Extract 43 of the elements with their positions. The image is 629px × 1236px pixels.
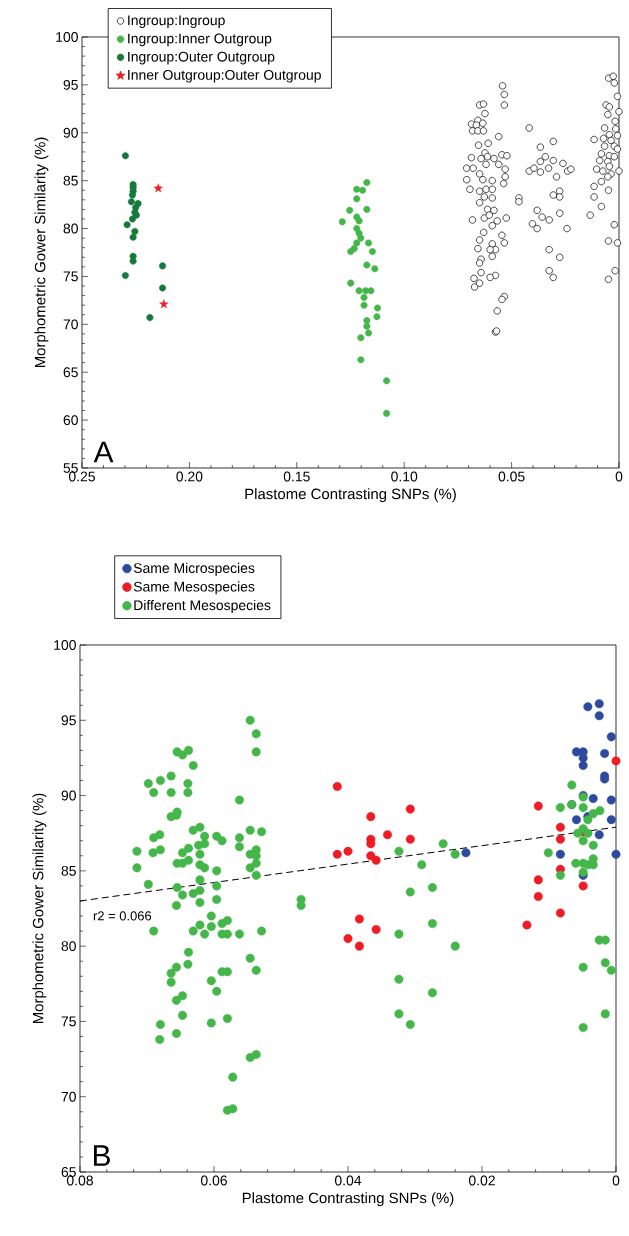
y-tick-label: 80 — [61, 941, 76, 952]
legend-label: Inner Outgroup:Outer Outgroup — [128, 69, 321, 83]
y-tick-label: 55 — [63, 463, 78, 473]
y-tick-label: 75 — [61, 1016, 76, 1027]
x-tick-label: 0.04 — [334, 1175, 362, 1186]
x-tick-label: 0.08 — [66, 1175, 93, 1186]
y-tick-label: 100 — [54, 640, 76, 650]
y-tick-label: 70 — [61, 1091, 76, 1102]
y-axis-title: Morphometric Gower Similarity (%) — [34, 137, 49, 368]
legend-label: Ingroup:Ingroup — [128, 15, 225, 28]
y-tick-label: 85 — [61, 865, 76, 876]
x-tick-label: 0.25 — [68, 471, 95, 482]
legend-label: Ingroup:Outer Outgroup — [128, 51, 275, 65]
x-tick-label: 0.05 — [498, 471, 525, 482]
legend-label: Different Mesospecies — [134, 599, 271, 613]
y-tick-label: 95 — [61, 715, 76, 726]
annotation: A — [93, 441, 114, 463]
annotation: B — [94, 1145, 110, 1166]
x-tick-label: 0.20 — [176, 471, 203, 482]
x-axis-title: Plastome Contrasting SNPs (%) — [242, 1192, 454, 1207]
x-tick-label: 0 — [615, 471, 623, 482]
y-tick-label: 85 — [63, 175, 78, 186]
x-tick-label: 0.15 — [283, 471, 310, 482]
x-tick-label: 0 — [612, 1175, 620, 1186]
y-tick-label: 65 — [63, 367, 78, 378]
y-tick-label: 90 — [63, 127, 78, 138]
y-tick-label: 100 — [56, 32, 78, 42]
legend-label: Ingroup:Inner Outgroup — [128, 33, 272, 47]
legend-label: Same Microspecies — [133, 562, 255, 576]
y-tick-label: 70 — [63, 319, 78, 330]
x-axis-title: Plastome Contrasting SNPs (%) — [245, 488, 456, 503]
x-tick-label: 0.02 — [468, 1175, 495, 1186]
annotation: r2 = 0.066 — [93, 911, 152, 921]
y-tick-label: 90 — [61, 790, 76, 801]
y-tick-label: 80 — [63, 223, 78, 234]
x-tick-label: 0.10 — [391, 471, 418, 482]
y-axis-title: Morphometric Gower Similarity (%) — [32, 793, 47, 1024]
y-tick-label: 65 — [61, 1167, 76, 1177]
x-tick-label: 0.06 — [200, 1175, 227, 1186]
y-tick-label: 95 — [63, 79, 78, 90]
legend-label: Same Mesospecies — [133, 581, 255, 595]
y-tick-label: 75 — [63, 271, 78, 282]
y-tick-label: 60 — [63, 415, 78, 426]
